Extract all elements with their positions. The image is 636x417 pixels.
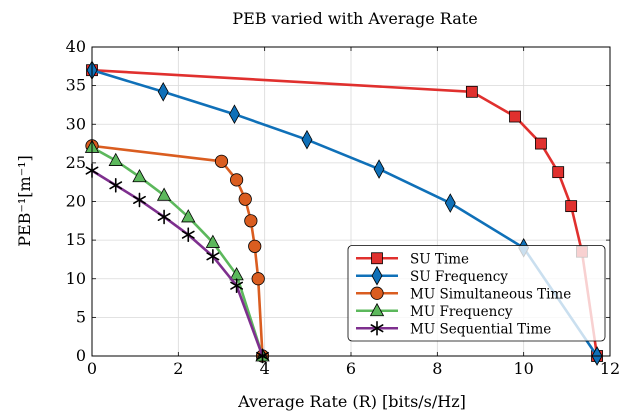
y-tick-label: 10 (66, 269, 86, 288)
axis-ticks: 0 2 4 6 8 10 12 0 5 10 15 20 25 30 35 40 (66, 37, 621, 378)
legend-item: SU Time (356, 251, 469, 267)
asterisk-stroke (206, 252, 220, 261)
series-line (90, 169, 264, 358)
data-point (373, 159, 385, 179)
data-point (509, 110, 521, 123)
x-axis-title: Average Rate (R) [bits/s/Hz] (237, 392, 466, 411)
data-point (156, 187, 172, 201)
x-tick-label: 8 (432, 359, 442, 378)
legend-item: MU Simultaneous Time (356, 286, 571, 302)
data-point (552, 166, 565, 179)
x-tick-label: 2 (173, 359, 183, 378)
x-tick-label: 6 (346, 359, 356, 378)
data-point (214, 154, 229, 168)
y-tick-label: 15 (66, 230, 86, 249)
legend-marker (369, 302, 385, 317)
data-point (301, 129, 313, 150)
series-mu-sequential-time (85, 163, 269, 364)
data-point (205, 234, 221, 248)
data-point (181, 227, 195, 243)
data-point (238, 192, 252, 206)
asterisk-stroke (133, 195, 146, 205)
data-point (230, 278, 244, 294)
legend-marker (371, 252, 383, 265)
x-tick-label: 4 (260, 359, 270, 378)
data-point (251, 272, 265, 286)
legend-marker (370, 320, 384, 336)
y-tick-label: 35 (66, 76, 86, 95)
legend-marker (371, 265, 383, 286)
data-point (228, 104, 240, 125)
data-point (133, 192, 146, 208)
legend-label: MU Frequency (410, 304, 513, 320)
data-point (244, 214, 258, 228)
data-point (157, 209, 171, 225)
x-tick-label: 12 (600, 359, 620, 378)
data-point (157, 81, 169, 102)
data-point (535, 137, 547, 150)
series-mu-frequency (84, 139, 270, 362)
y-axis-title: PEB⁻¹[m⁻¹] (15, 155, 34, 247)
x-tick-label: 0 (87, 359, 97, 378)
legend-item: SU Frequency (356, 265, 508, 286)
data-point (108, 152, 123, 166)
data-point (230, 173, 244, 187)
asterisk-stroke (109, 181, 123, 190)
series-su-frequency (86, 60, 603, 366)
data-point (565, 200, 578, 213)
data-point (181, 209, 196, 223)
legend-marker (370, 286, 384, 300)
legend-label: SU Frequency (410, 269, 508, 285)
y-tick-label: 20 (66, 192, 86, 211)
data-point (444, 193, 456, 213)
x-tick-label: 10 (513, 359, 533, 378)
y-tick-label: 40 (66, 37, 86, 56)
legend-box (347, 245, 606, 342)
data-point (132, 168, 147, 183)
y-tick-label: 25 (66, 153, 86, 172)
legend-item: MU Sequential Time (356, 320, 551, 337)
legend-item: MU Frequency (356, 302, 513, 320)
asterisk-stroke (157, 212, 171, 221)
asterisk-stroke (230, 281, 244, 290)
asterisk-stroke (181, 230, 195, 239)
y-tick-label: 30 (66, 114, 86, 133)
data-point (465, 85, 478, 98)
series-mu-simultaneous-time (85, 139, 270, 363)
series-line (90, 68, 599, 358)
data-point (109, 177, 123, 193)
asterisk-stroke (370, 324, 384, 333)
chart-title: PEB varied with Average Rate (232, 9, 477, 28)
y-tick-label: 0 (76, 346, 86, 365)
legend-label: SU Time (410, 251, 469, 267)
legend-label: MU Simultaneous Time (410, 286, 571, 302)
legend-label: MU Sequential Time (410, 321, 551, 337)
y-tick-label: 5 (76, 307, 86, 326)
series-line (90, 68, 599, 358)
data-point (206, 249, 220, 264)
data-point (248, 239, 262, 253)
